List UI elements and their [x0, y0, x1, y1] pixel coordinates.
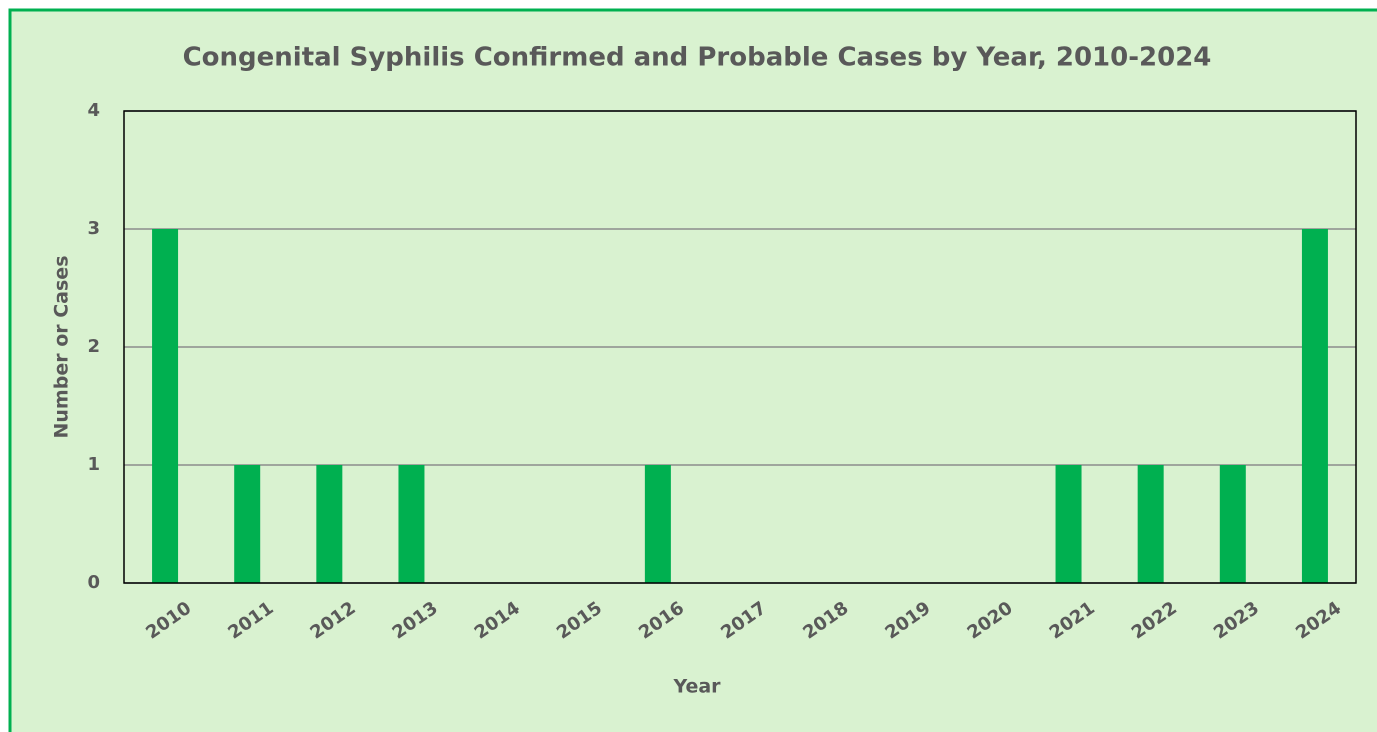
chart-area	[8, 8, 1377, 732]
y-tick-label: 2	[87, 336, 100, 357]
bar	[644, 465, 671, 583]
y-tick-label: 4	[87, 100, 100, 121]
bar	[1301, 229, 1328, 583]
plot-border	[123, 110, 1357, 584]
x-axis-label: Year	[672, 676, 721, 698]
y-tick-label: 3	[87, 218, 100, 239]
bar	[152, 229, 179, 583]
chart-title: Congenital Syphilis Confirmed and Probab…	[183, 43, 1212, 73]
y-axis-label: Number or Cases	[51, 255, 73, 438]
bar	[1055, 465, 1082, 583]
bar	[1219, 465, 1246, 583]
y-tick-label: 1	[87, 454, 100, 475]
y-tick-label: 0	[87, 572, 100, 593]
bar	[316, 465, 343, 583]
bar	[398, 465, 425, 583]
bar	[234, 465, 261, 583]
bar	[1137, 465, 1164, 583]
